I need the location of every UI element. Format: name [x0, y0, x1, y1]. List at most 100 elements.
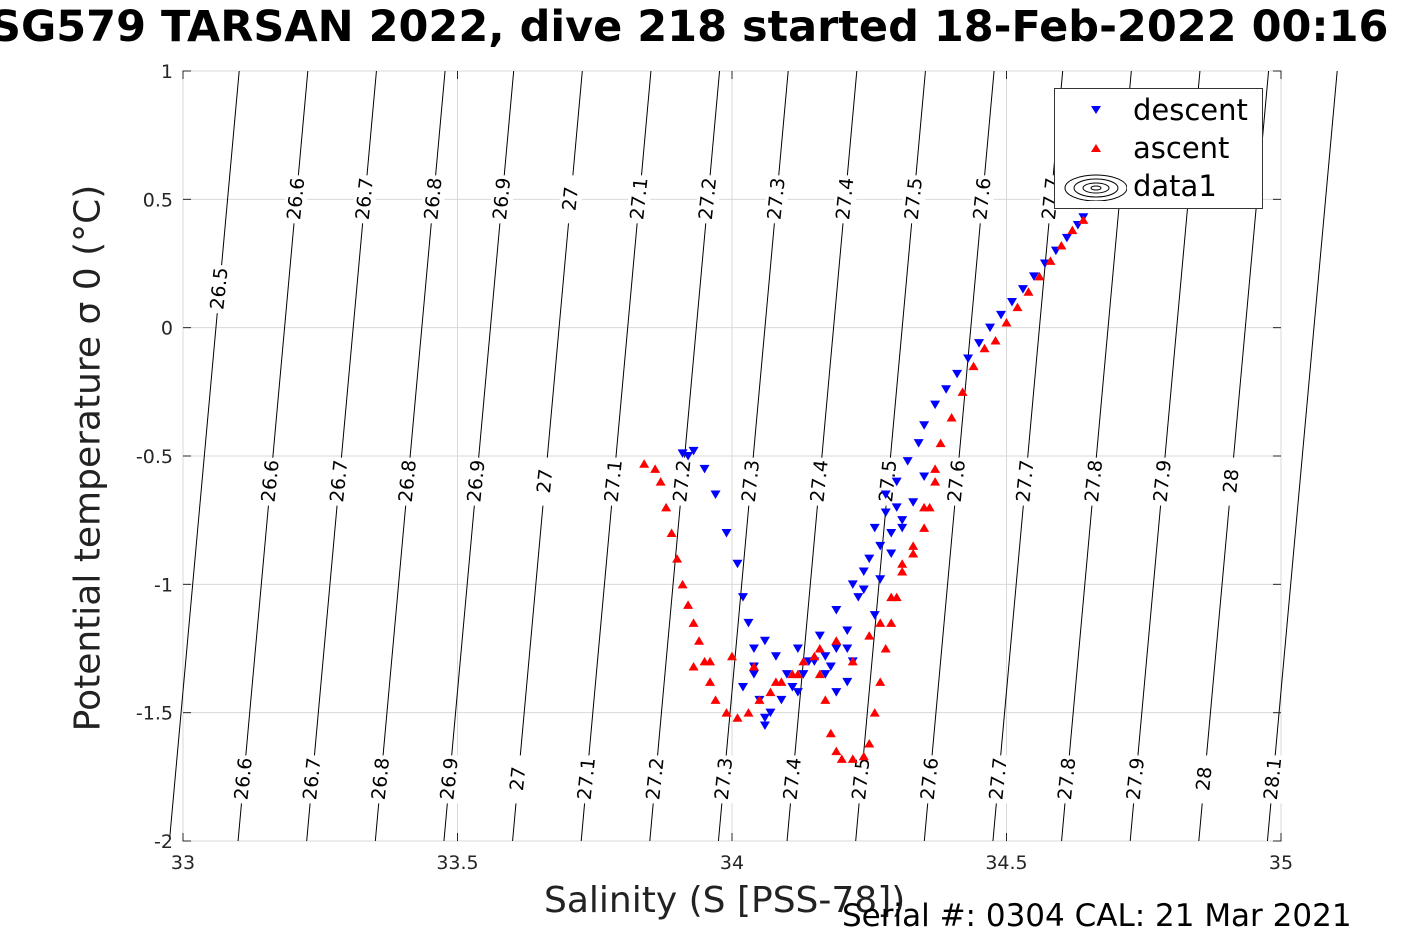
contour-label: 26.9 — [463, 459, 489, 503]
legend-item-ascent: ascent — [1055, 129, 1263, 165]
contour-label: 27.9 — [1150, 459, 1176, 503]
ascent-point — [935, 438, 946, 448]
descent-point — [1006, 298, 1017, 307]
contour-label: 27 — [533, 468, 557, 494]
contour-label-bg — [1014, 457, 1037, 506]
contour-label-bg — [232, 755, 255, 804]
y-tick-label: 0.5 — [143, 189, 173, 211]
contour-label: 27.8 — [1081, 459, 1107, 503]
contour-label: 27.2 — [669, 459, 695, 503]
contour-label-bg — [987, 755, 1010, 804]
ascent-point — [979, 343, 990, 353]
contour-label: 27.5 — [848, 757, 874, 801]
y-tick-label: 1 — [161, 61, 173, 83]
contour-label: 26.7 — [326, 459, 352, 503]
descent-point — [974, 339, 985, 348]
ascent-point — [930, 477, 941, 486]
descent-point — [886, 549, 897, 559]
ascent-point — [732, 713, 743, 722]
contour-label-bg — [1262, 755, 1285, 804]
contour-label-bg — [918, 755, 941, 804]
contour-label: 26.8 — [420, 177, 446, 221]
legend-label-data1: data1 — [1133, 169, 1217, 203]
chart-title: SG579 TARSAN 2022, dive 218 started 18-F… — [0, 2, 1389, 52]
descent-point — [759, 721, 770, 730]
x-axis-label: Salinity (S [PSS-78]) — [544, 880, 906, 921]
descent-point — [743, 618, 754, 628]
descent-point — [842, 626, 853, 636]
legend-label-descent: descent — [1133, 93, 1248, 127]
ascent-point — [908, 541, 919, 550]
ascent-point — [705, 656, 716, 666]
ascent-point — [721, 708, 732, 717]
contour-label: 26.6 — [257, 459, 283, 503]
contour-label: 26.5 — [206, 266, 232, 310]
contour-label-bg — [1056, 755, 1079, 804]
contour-label-bg — [834, 175, 857, 224]
ascent-point — [825, 728, 836, 738]
contour-label: 27.8 — [1054, 757, 1080, 801]
isopycnal-line — [168, 70, 240, 842]
descent-point — [683, 452, 694, 461]
ascent-point — [836, 754, 847, 763]
ascent-point — [847, 656, 858, 666]
ascent-point — [847, 754, 858, 763]
contour-label: 26.9 — [489, 177, 515, 221]
ascent-point — [661, 502, 672, 512]
descent-point — [919, 421, 930, 430]
contour-label: 27.6 — [969, 177, 995, 221]
descent-point — [831, 644, 842, 653]
ascent-point — [792, 669, 803, 679]
contour-label: 26.6 — [231, 757, 257, 801]
descent-point — [908, 498, 919, 507]
ascent-point — [908, 549, 919, 558]
ascent-point — [655, 477, 666, 486]
ascent-point — [705, 677, 716, 686]
contour-label-bg — [369, 755, 392, 804]
descent-point — [902, 457, 913, 466]
descent-point — [858, 585, 869, 594]
ascent-point — [677, 579, 688, 589]
ascent-point — [688, 618, 699, 627]
contour-label: 27.4 — [832, 177, 858, 221]
contour-label-bg — [971, 175, 994, 224]
contour-label: 27.2 — [695, 177, 721, 221]
axes: 33 33.5 34 34.5 35 -2 -1.5 -1 -0.5 0 0.5 1 — [136, 61, 1293, 874]
contour-label-bg — [438, 755, 461, 804]
contour-label: 26.8 — [368, 757, 394, 801]
descent-point — [891, 477, 902, 487]
descent-point — [886, 529, 897, 538]
descent-point — [710, 490, 721, 499]
contour-label-bg — [902, 175, 925, 224]
contour-label: 27.3 — [738, 459, 764, 503]
ascent-point — [886, 592, 897, 602]
ascent-point — [710, 695, 721, 704]
descent-point — [869, 611, 880, 620]
descent-point — [858, 567, 869, 576]
y-tick-label: -0.5 — [136, 446, 173, 468]
descent-point — [721, 529, 732, 538]
contour-label-bg — [602, 457, 625, 506]
contour-label: 27.6 — [944, 459, 970, 503]
ascent-point — [1067, 225, 1078, 235]
ascent-point — [897, 567, 908, 576]
y-axis-label-wrap: Potential temperature σ 0 (°C) — [68, 0, 129, 732]
descent-point — [985, 323, 996, 333]
descent-point — [820, 670, 831, 679]
x-tick-label: 33 — [171, 852, 195, 874]
ascent-point — [1012, 302, 1023, 312]
contour-label-bg — [850, 755, 873, 804]
contour-label-bg — [1220, 457, 1243, 506]
contour-label-bg — [1151, 457, 1174, 506]
ascent-point — [1078, 215, 1089, 224]
descent-point — [897, 516, 908, 525]
contour-label: 28.1 — [1260, 757, 1286, 801]
ascent-point — [770, 677, 781, 686]
descent-point — [781, 670, 792, 679]
contour-label-bg — [1193, 755, 1216, 804]
descent-point — [853, 593, 864, 602]
x-tick-label: 34 — [720, 852, 744, 874]
contour-label: 26.7 — [299, 757, 325, 801]
contour-label: 27.7 — [1012, 459, 1038, 503]
descent-point — [792, 688, 803, 697]
